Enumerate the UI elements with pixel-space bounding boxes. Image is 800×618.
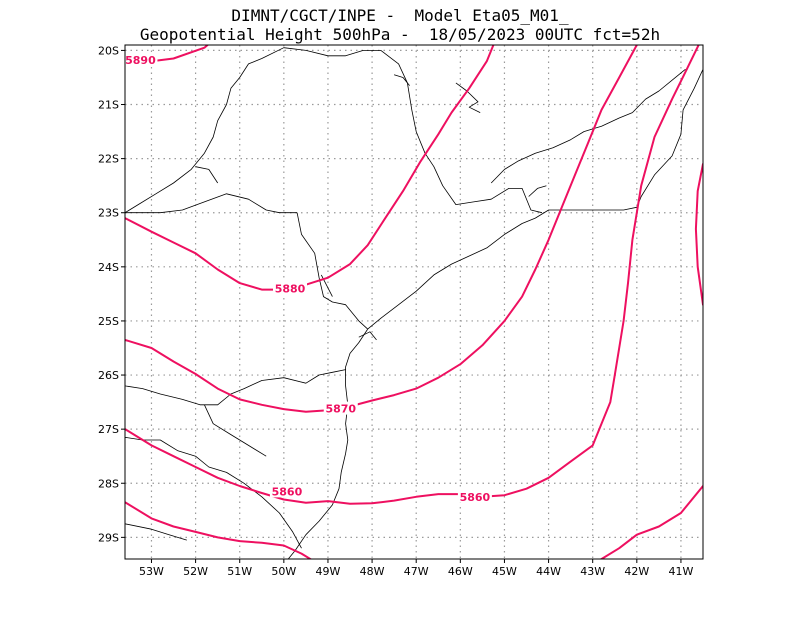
tick-label-lat: 20S — [98, 44, 119, 57]
coastline-segment — [125, 369, 346, 406]
contour-label-background — [323, 401, 358, 415]
tick-label-lat: 29S — [98, 531, 119, 544]
tick-label-lat: 27S — [98, 423, 119, 436]
tick-label-lon: 42W — [624, 565, 649, 578]
tick-label-lon: 44W — [536, 565, 561, 578]
tick-label-lat: 22S — [98, 153, 119, 166]
coastline-segment — [204, 404, 267, 457]
contour-label: 5870 — [325, 403, 356, 416]
tick-label-lon: 46W — [448, 565, 473, 578]
coastline-segment — [528, 185, 547, 197]
contour-label: 5890 — [125, 54, 156, 67]
tick-label-lat: 26S — [98, 369, 119, 382]
contour-label-background — [273, 281, 308, 295]
tick-label-lat: 25S — [98, 315, 119, 328]
map-title-line-2: Geopotential Height 500hPa - 18/05/2023 … — [139, 25, 661, 44]
coastline-segment — [287, 328, 369, 559]
contour-line-5850 — [599, 485, 703, 559]
coastline-segment — [367, 69, 703, 330]
tick-label-lat: 21S — [98, 99, 119, 112]
contour-line-5850 — [125, 501, 313, 559]
tick-label-lon: 49W — [316, 565, 341, 578]
contour-label-background — [123, 53, 158, 67]
contour-labels: 5890 5880 5870 5860 5860 — [123, 53, 492, 504]
tick-label-lon: 41W — [669, 565, 694, 578]
tick-label-lat: 28S — [98, 477, 119, 490]
tick-label-lon: 47W — [404, 565, 429, 578]
map-frame — [124, 44, 704, 560]
contour-label: 5880 — [275, 282, 306, 295]
coastline-segment — [125, 47, 543, 214]
contour-line-5860 — [125, 45, 700, 505]
contour-line-5870 — [125, 45, 638, 413]
contour-label: 5860 — [272, 485, 303, 498]
coastline-segment — [125, 193, 298, 214]
contour-line-5880 — [125, 45, 495, 291]
contour-label: 5860 — [460, 491, 491, 504]
map-title-line-1: DIMNT/CGCT/INPE - Model Eta05_M01_ — [231, 6, 569, 25]
coastline-segment — [393, 74, 410, 86]
axes: 20S 21S 22S 23S 24S 25S 26S 27S 28S 29S 53W 52W 51W 5… — [98, 44, 693, 578]
tick-label-lon: 53W — [139, 565, 164, 578]
coastline-segment — [358, 331, 377, 341]
coastline-segment — [490, 68, 686, 184]
contour-line-5890 — [694, 163, 703, 306]
contour-label-background — [457, 489, 492, 503]
coastline-segment — [455, 82, 481, 113]
tick-label-lon: 51W — [227, 565, 252, 578]
tick-label-lon: 45W — [492, 565, 517, 578]
tick-label-lon: 52W — [183, 565, 208, 578]
coastline-segment — [296, 212, 368, 330]
coastline-segment — [125, 436, 302, 549]
coastline-segment — [195, 166, 219, 184]
tick-label-lon: 43W — [580, 565, 605, 578]
tick-label-lon: 48W — [360, 565, 385, 578]
coastline-segment — [125, 523, 187, 541]
tick-label-lat: 24S — [98, 261, 119, 274]
height-contours — [125, 45, 703, 559]
tick-label-lon: 50W — [271, 565, 296, 578]
tick-label-lat: 23S — [98, 207, 119, 220]
contour-label-background — [269, 484, 304, 498]
coastlines-and-borders — [125, 47, 703, 559]
